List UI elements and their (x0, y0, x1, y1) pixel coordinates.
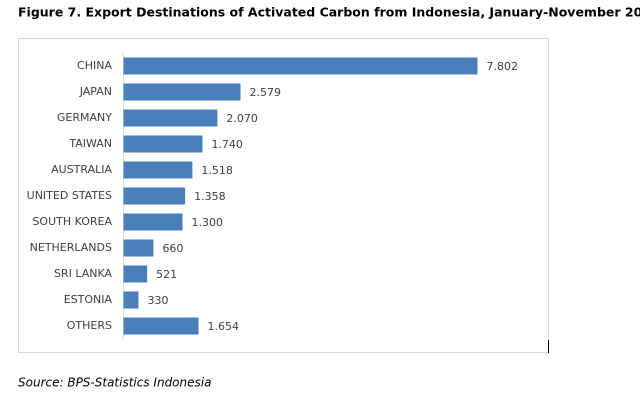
source-note: Source: BPS-Statistics Indonesia (18, 376, 211, 390)
bar (123, 265, 148, 283)
y-tick-label: ESTONIA (64, 293, 113, 306)
bar (123, 83, 241, 101)
y-tick-label: NETHERLANDS (30, 241, 112, 254)
value-label: 7.802 (487, 60, 519, 73)
bar (123, 161, 193, 179)
bar (123, 57, 478, 75)
bar (123, 317, 199, 335)
value-label: 1.358 (194, 190, 226, 203)
y-tick-label: AUSTRALIA (51, 163, 112, 176)
y-tick-label: SOUTH KOREA (32, 215, 112, 228)
y-tick-label: UNITED STATES (27, 189, 112, 202)
value-label: 1.300 (191, 216, 223, 229)
chart-title: Figure 7. Export Destinations of Activat… (18, 5, 640, 20)
y-tick-label: OTHERS (67, 319, 112, 332)
value-label: 1.518 (201, 164, 233, 177)
y-tick-label: TAIWAN (68, 137, 112, 150)
bar (123, 291, 139, 309)
y-tick-label: GERMANY (57, 111, 112, 124)
bar (123, 109, 218, 127)
bar (123, 187, 186, 205)
value-label: 660 (162, 242, 183, 255)
bar (123, 239, 154, 257)
y-tick-label: SRI LANKA (54, 267, 113, 280)
value-label: 330 (147, 294, 168, 307)
bar (123, 135, 203, 153)
value-label: 1.654 (208, 320, 240, 333)
y-tick-label: CHINA (77, 59, 112, 72)
value-label: 1.740 (211, 138, 243, 151)
value-label: 2.579 (250, 86, 281, 99)
value-label: 521 (156, 268, 177, 281)
bar (123, 213, 183, 231)
value-label: 2.070 (226, 112, 257, 125)
y-tick-label: JAPAN (79, 85, 112, 98)
chart-frame (18, 38, 549, 353)
